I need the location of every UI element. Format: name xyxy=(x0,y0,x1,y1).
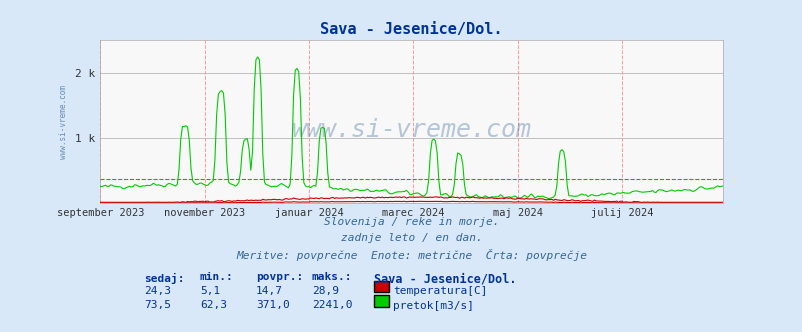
Text: maks.:: maks.: xyxy=(311,273,352,283)
Text: 14,7: 14,7 xyxy=(256,286,282,296)
Text: www.si-vreme.com: www.si-vreme.com xyxy=(291,118,531,142)
Text: 24,3: 24,3 xyxy=(144,286,171,296)
Text: min.:: min.: xyxy=(200,273,233,283)
Text: Meritve: povprečne  Enote: metrične  Črta: povprečje: Meritve: povprečne Enote: metrične Črta:… xyxy=(236,249,586,261)
Text: 62,3: 62,3 xyxy=(200,300,227,310)
Text: 28,9: 28,9 xyxy=(311,286,338,296)
Title: Sava - Jesenice/Dol.: Sava - Jesenice/Dol. xyxy=(320,22,502,37)
Text: povpr.:: povpr.: xyxy=(256,273,303,283)
Text: zadnje leto / en dan.: zadnje leto / en dan. xyxy=(340,233,482,243)
Text: pretok[m3/s]: pretok[m3/s] xyxy=(392,301,473,311)
Text: Sava - Jesenice/Dol.: Sava - Jesenice/Dol. xyxy=(374,273,516,286)
FancyBboxPatch shape xyxy=(373,281,389,292)
Text: 5,1: 5,1 xyxy=(200,286,220,296)
Text: 371,0: 371,0 xyxy=(256,300,290,310)
FancyBboxPatch shape xyxy=(373,295,389,306)
Text: 73,5: 73,5 xyxy=(144,300,171,310)
Text: temperatura[C]: temperatura[C] xyxy=(392,286,487,296)
Text: 2241,0: 2241,0 xyxy=(311,300,352,310)
Text: www.si-vreme.com: www.si-vreme.com xyxy=(59,85,67,159)
Text: sedaj:: sedaj: xyxy=(144,273,184,284)
Text: Slovenija / reke in morje.: Slovenija / reke in morje. xyxy=(323,217,499,227)
